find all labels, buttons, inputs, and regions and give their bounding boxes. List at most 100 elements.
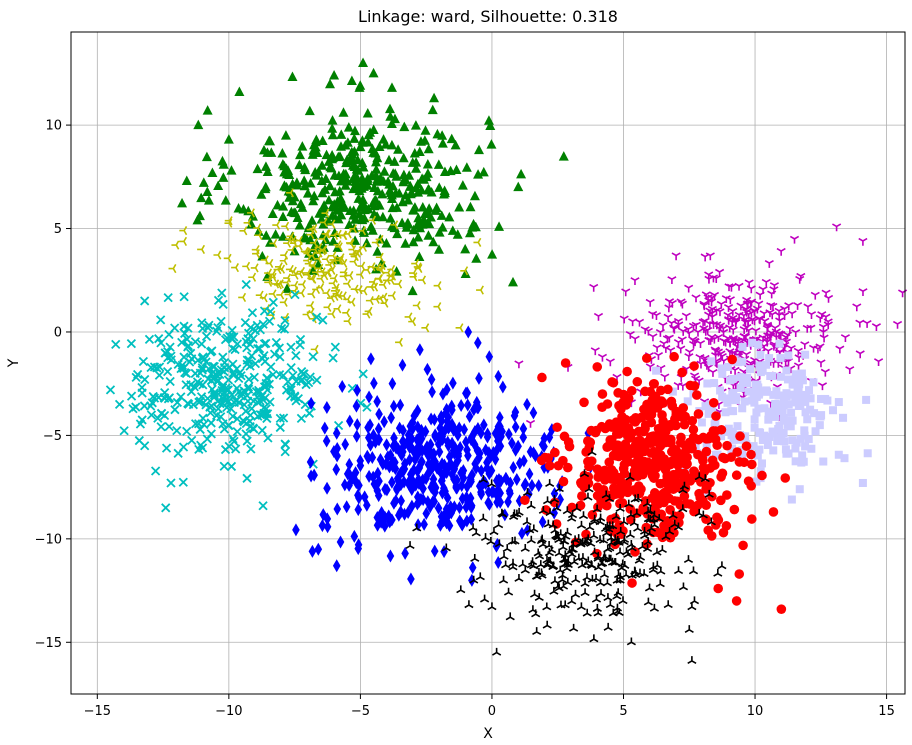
scatter-point-tri-down <box>653 352 664 360</box>
scatter-point-x <box>264 316 275 326</box>
plot-frame <box>70 31 906 695</box>
scatter-point-tri-left <box>336 253 345 263</box>
scatter-point-triangle <box>361 237 372 248</box>
scatter-point-triangle <box>344 219 355 230</box>
y-tick-label: −10 <box>35 532 62 547</box>
scatter-point-square <box>746 365 755 374</box>
scatter-point-tri-up <box>501 560 511 569</box>
scatter-point-diamond <box>466 473 475 487</box>
scatter-point-triangle <box>316 213 327 224</box>
scatter-point-tri-up <box>580 588 590 597</box>
scatter-point-tri-down <box>693 328 703 337</box>
scatter-point-tri-up <box>529 589 540 598</box>
scatter-point-tri-left <box>357 261 366 271</box>
scatter-point-triangle <box>428 236 439 247</box>
scatter-point-tri-left <box>300 246 309 257</box>
scatter-point-x <box>280 315 290 326</box>
scatter-point-circle <box>598 484 609 495</box>
scatter-point-circle <box>562 462 573 473</box>
scatter-point-tri-up <box>644 583 655 592</box>
scatter-point-triangle <box>421 171 432 182</box>
x-axis-label: X <box>483 726 493 742</box>
scatter-point-circle <box>738 540 748 551</box>
scatter-point-diamond <box>457 398 465 412</box>
scatter-point-x <box>193 419 204 429</box>
scatter-point-tri-down <box>663 313 673 322</box>
scatter-point-tri-down <box>855 350 865 359</box>
scatter-point-triangle <box>383 154 394 165</box>
scatter-point-tri-left <box>243 218 252 228</box>
scatter-point-triangle <box>194 210 205 221</box>
scatter-point-tri-up <box>538 505 548 514</box>
scatter-point-tri-down <box>669 325 679 334</box>
scatter-point-square <box>652 366 661 375</box>
scatter-point-tri-down <box>742 308 752 317</box>
scatter-point-square <box>779 401 788 410</box>
scatter-point-tri-up <box>603 622 613 631</box>
scatter-point-square <box>858 478 867 487</box>
scatter-point-tri-up <box>582 608 592 617</box>
scatter-point-triangle <box>196 192 207 203</box>
scatter-point-tri-up <box>637 541 648 550</box>
scatter-point-triangle <box>368 67 379 78</box>
scatter-point-circle <box>688 432 699 442</box>
scatter-point-square <box>711 419 720 428</box>
scatter-point-triangle <box>354 185 365 196</box>
scatter-point-x <box>241 279 251 290</box>
scatter-point-triangle <box>357 214 368 225</box>
scatter-point-triangle <box>327 115 338 125</box>
scatter-point-tri-up <box>618 559 628 568</box>
scatter-point-x <box>140 374 150 385</box>
scatter-point-x <box>259 403 269 413</box>
scatter-point-tri-down <box>762 324 772 333</box>
scatter-point-triangle <box>308 229 319 240</box>
scatter-point-diamond <box>429 458 437 472</box>
scatter-point-x <box>180 328 190 339</box>
scatter-point-triangle <box>452 229 463 239</box>
scatter-point-tri-up <box>613 570 624 579</box>
scatter-point-square <box>727 407 736 416</box>
scatter-point-diamond <box>444 439 453 453</box>
scatter-point-tri-up <box>550 525 560 534</box>
scatter-point-square <box>809 378 818 387</box>
scatter-point-square <box>703 379 712 388</box>
scatter-point-circle <box>587 510 598 520</box>
scatter-point-diamond <box>438 457 446 471</box>
scatter-point-triangle <box>464 227 475 238</box>
scatter-point-triangle <box>302 188 313 198</box>
scatter-point-circle <box>722 440 732 451</box>
scatter-point-tri-up <box>642 498 652 507</box>
scatter-point-circle <box>681 459 692 470</box>
scatter-point-triangle <box>308 195 319 206</box>
scatter-point-circle <box>707 455 718 466</box>
scatter-point-diamond <box>464 449 472 463</box>
scatter-point-circle <box>579 482 589 492</box>
scatter-point-tri-down <box>707 294 717 303</box>
scatter-point-x <box>111 339 121 350</box>
scatter-point-tri-left <box>321 208 330 218</box>
scatter-point-square <box>773 437 782 446</box>
scatter-point-tri-up <box>498 509 508 518</box>
scatter-point-tri-down <box>873 358 884 367</box>
scatter-point-tri-left <box>343 294 352 304</box>
scatter-point-tri-left <box>345 238 354 248</box>
scatter-point-diamond <box>428 385 436 399</box>
scatter-point-circle <box>577 491 587 501</box>
scatter-point-circle <box>682 442 692 452</box>
scatter-point-triangle <box>297 202 308 212</box>
scatter-point-triangle <box>309 139 320 150</box>
scatter-point-circle <box>586 456 597 466</box>
scatter-point-triangle <box>389 156 400 166</box>
x-tick-label: −5 <box>351 704 370 719</box>
scatter-point-tri-down <box>747 316 757 325</box>
scatter-point-tri-down <box>726 283 737 292</box>
scatter-point-circle <box>609 485 620 496</box>
scatter-point-tri-up <box>642 544 653 553</box>
scatter-point-x <box>268 297 278 308</box>
scatter-point-circle <box>704 433 714 444</box>
scatter-point-tri-up <box>687 602 697 611</box>
scatter-points <box>105 57 908 664</box>
scatter-point-square <box>806 405 815 414</box>
scatter-point-diamond <box>483 461 491 475</box>
scatter-point-tri-down <box>800 341 810 350</box>
